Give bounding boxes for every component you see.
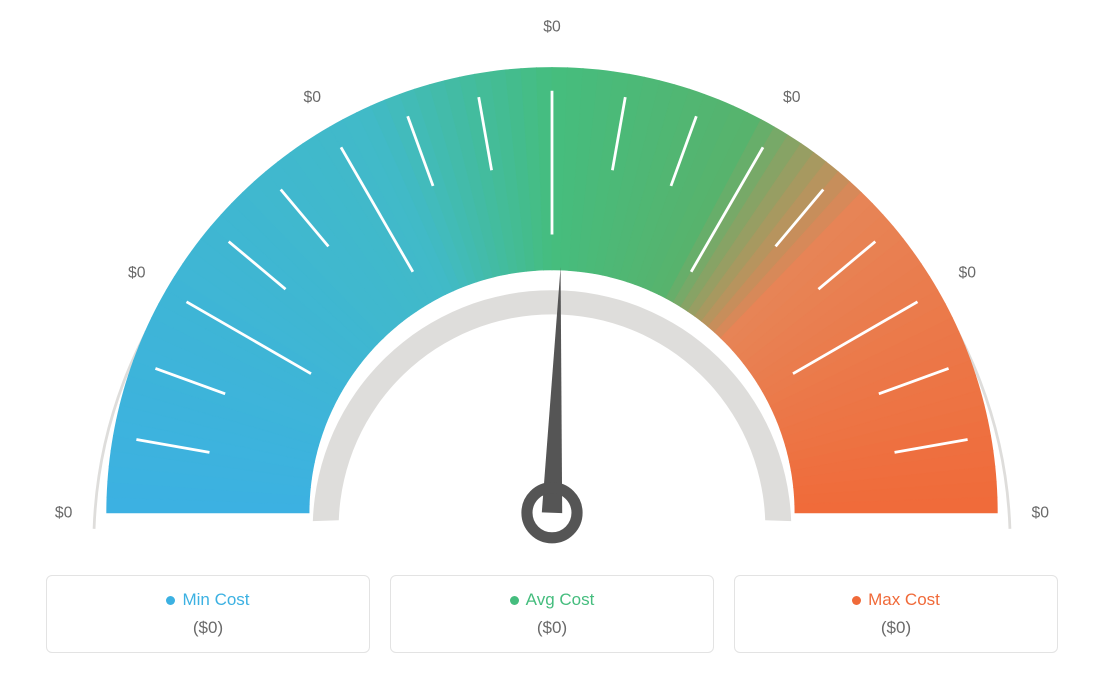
gauge-svg: $0 $0 $0 $0 $0 $0 $0 (40, 10, 1064, 575)
svg-text:$0: $0 (55, 504, 73, 521)
legend-row: Min Cost ($0) Avg Cost ($0) Max Cost ($0… (40, 575, 1064, 653)
legend-dot-min (166, 596, 175, 605)
svg-text:$0: $0 (128, 265, 146, 282)
svg-text:$0: $0 (303, 89, 321, 106)
legend-card-min: Min Cost ($0) (46, 575, 370, 653)
legend-dot-avg (510, 596, 519, 605)
svg-text:$0: $0 (543, 18, 561, 35)
svg-text:$0: $0 (1032, 504, 1050, 521)
gauge-chart: $0 $0 $0 $0 $0 $0 $0 (40, 10, 1064, 575)
svg-text:$0: $0 (959, 265, 977, 282)
legend-label-max: Max Cost (868, 590, 940, 610)
legend-card-avg: Avg Cost ($0) (390, 575, 714, 653)
legend-card-max: Max Cost ($0) (734, 575, 1058, 653)
legend-title-avg: Avg Cost (510, 590, 595, 610)
svg-text:$0: $0 (783, 89, 801, 106)
legend-label-min: Min Cost (182, 590, 249, 610)
legend-title-min: Min Cost (166, 590, 249, 610)
cost-gauge-panel: $0 $0 $0 $0 $0 $0 $0 Min Cost ($0) Avg Cost ($… (0, 0, 1104, 690)
legend-value-min: ($0) (57, 618, 359, 638)
legend-value-max: ($0) (745, 618, 1047, 638)
legend-value-avg: ($0) (401, 618, 703, 638)
legend-dot-max (852, 596, 861, 605)
legend-label-avg: Avg Cost (526, 590, 595, 610)
legend-title-max: Max Cost (852, 590, 940, 610)
